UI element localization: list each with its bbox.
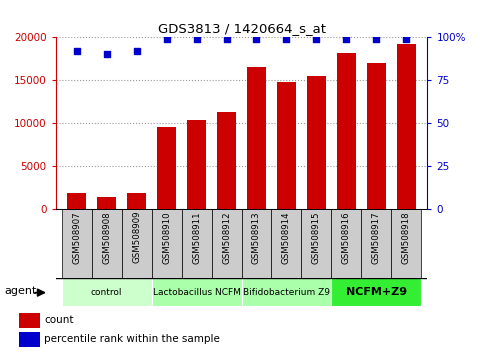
Point	[133, 48, 141, 54]
Bar	[337, 53, 356, 209]
Bar	[361, 209, 391, 278]
Text: GSM508915: GSM508915	[312, 211, 321, 264]
Point	[313, 36, 320, 42]
Bar	[187, 120, 206, 209]
Point	[223, 36, 230, 42]
Bar	[152, 278, 242, 306]
Point	[403, 36, 411, 42]
Point	[72, 48, 80, 54]
Bar	[157, 127, 176, 209]
Text: GSM508911: GSM508911	[192, 211, 201, 264]
Bar	[212, 209, 242, 278]
Bar	[277, 82, 296, 209]
Text: GSM508909: GSM508909	[132, 211, 141, 263]
Bar	[242, 209, 271, 278]
Bar	[61, 278, 152, 306]
Bar	[19, 313, 40, 328]
Bar	[367, 63, 386, 209]
Point	[163, 36, 170, 42]
Text: Bifidobacterium Z9: Bifidobacterium Z9	[243, 287, 330, 297]
Bar	[182, 209, 212, 278]
Text: GSM508910: GSM508910	[162, 211, 171, 264]
Bar	[67, 193, 86, 209]
Bar	[61, 209, 92, 278]
Text: Lactobacillus NCFM: Lactobacillus NCFM	[153, 287, 241, 297]
Bar	[217, 112, 236, 209]
Text: count: count	[44, 315, 74, 325]
Text: GSM508908: GSM508908	[102, 211, 111, 264]
Text: GSM508913: GSM508913	[252, 211, 261, 264]
Text: GSM508918: GSM508918	[402, 211, 411, 264]
Bar	[247, 67, 266, 209]
Bar	[97, 197, 116, 209]
Bar	[19, 332, 40, 347]
Text: control: control	[91, 287, 122, 297]
Bar	[122, 209, 152, 278]
Text: GSM508907: GSM508907	[72, 211, 81, 264]
Text: GSM508916: GSM508916	[342, 211, 351, 264]
Point	[193, 36, 200, 42]
Text: GSM508912: GSM508912	[222, 211, 231, 264]
Bar	[391, 209, 422, 278]
Text: GSM508914: GSM508914	[282, 211, 291, 264]
Bar	[152, 209, 182, 278]
Point	[342, 36, 350, 42]
Title: GDS3813 / 1420664_s_at: GDS3813 / 1420664_s_at	[157, 22, 326, 35]
Point	[372, 36, 380, 42]
Bar	[397, 44, 416, 209]
Bar	[242, 278, 331, 306]
Bar	[271, 209, 301, 278]
Bar	[92, 209, 122, 278]
Point	[253, 36, 260, 42]
Text: NCFM+Z9: NCFM+Z9	[346, 287, 407, 297]
Bar	[301, 209, 331, 278]
Bar	[127, 193, 146, 209]
Point	[283, 36, 290, 42]
Bar	[331, 209, 361, 278]
Text: percentile rank within the sample: percentile rank within the sample	[44, 335, 220, 344]
Text: GSM508917: GSM508917	[372, 211, 381, 264]
Bar	[331, 278, 422, 306]
Bar	[307, 76, 326, 209]
Text: agent: agent	[4, 286, 37, 296]
Point	[103, 51, 111, 57]
